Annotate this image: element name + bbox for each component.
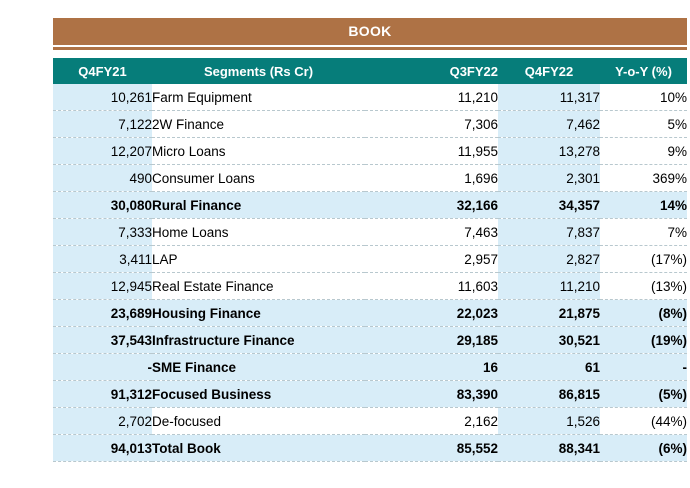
cell-segment: Infrastructure Finance — [152, 326, 365, 354]
cell-yoy: 10% — [600, 84, 687, 111]
cell-q3fy22: 2,162 — [365, 407, 498, 435]
cell-q4fy21: 37,543 — [53, 326, 152, 354]
cell-q3fy22: 85,552 — [365, 434, 498, 462]
col-header-q4fy22: Q4FY22 — [498, 58, 600, 84]
cell-q4fy22: 11,210 — [498, 272, 600, 300]
summary-row: - SME Finance 16 61- — [53, 353, 687, 381]
col-header-q4fy21: Q4FY21 — [53, 58, 152, 84]
cell-q4fy21: 7,122 — [53, 110, 152, 138]
cell-segment: Home Loans — [152, 218, 365, 246]
cell-q4fy21: 12,207 — [53, 137, 152, 165]
cell-q4fy21: - — [53, 353, 152, 381]
cell-segment: Focused Business — [152, 380, 365, 408]
summary-row: 94,013 Total Book 85,552 88,341 (6%) — [53, 434, 687, 462]
cell-q4fy21: 23,689 — [53, 299, 152, 327]
cell-q4fy21: 12,945 — [53, 272, 152, 300]
cell-q4fy21: 10,261 — [53, 84, 152, 111]
book-table: Q4FY21 Segments (Rs Cr) Q3FY22 Q4FY22 Y-… — [53, 58, 687, 462]
cell-q3fy22: 32,166 — [365, 191, 498, 219]
cell-q4fy22: 7,837 — [498, 218, 600, 246]
cell-q3fy22: 11,210 — [365, 84, 498, 111]
cell-segment: De-focused — [152, 407, 365, 435]
cell-q4fy22: 30,521 — [498, 326, 600, 354]
table-body: 10,261 Farm Equipment 11,210 11,317 10% 7,122… — [53, 84, 687, 462]
cell-q3fy22: 83,390 — [365, 380, 498, 408]
col-header-yoy: Y-o-Y (%) — [600, 58, 687, 84]
cell-q4fy22: 88,341 — [498, 434, 600, 462]
cell-q4fy21: 490 — [53, 164, 152, 192]
col-header-segments: Segments (Rs Cr) — [152, 58, 365, 84]
cell-q3fy22: 7,306 — [365, 110, 498, 138]
cell-segment: Total Book — [152, 434, 365, 462]
cell-yoy: 369% — [600, 164, 687, 192]
table-title-banner: BOOK — [53, 18, 687, 45]
cell-yoy: (5%) — [600, 380, 687, 408]
table-row: 7,333 Home Loans 7,463 7,837 7% — [53, 218, 687, 246]
cell-q3fy22: 2,957 — [365, 245, 498, 273]
cell-q3fy22: 22,023 — [365, 299, 498, 327]
cell-q3fy22: 16 — [365, 353, 498, 381]
cell-q3fy22: 7,463 — [365, 218, 498, 246]
cell-segment: Micro Loans — [152, 137, 365, 165]
cell-yoy: 7% — [600, 218, 687, 246]
table-title: BOOK — [348, 23, 392, 39]
cell-yoy: 9% — [600, 137, 687, 165]
cell-yoy: 5% — [600, 110, 687, 138]
cell-q4fy21: 3,411 — [53, 245, 152, 273]
cell-segment: Farm Equipment — [152, 84, 365, 111]
table-row: 12,207 Micro Loans 11,955 13,278 9% — [53, 137, 687, 165]
summary-row: 30,080 Rural Finance 32,166 34,357 14% — [53, 191, 687, 219]
cell-q4fy21: 2,702 — [53, 407, 152, 435]
header-row: Q4FY21 Segments (Rs Cr) Q3FY22 Q4FY22 Y-… — [53, 58, 687, 84]
cell-segment: Consumer Loans — [152, 164, 365, 192]
table-row: 10,261 Farm Equipment 11,210 11,317 10% — [53, 84, 687, 111]
cell-q4fy21: 91,312 — [53, 380, 152, 408]
table-row: 3,411 LAP 2,957 2,827 (17%) — [53, 245, 687, 273]
cell-yoy: 14% — [600, 191, 687, 219]
cell-yoy: (13%) — [600, 272, 687, 300]
summary-row: 91,312 Focused Business 83,390 86,815 (5%) — [53, 380, 687, 408]
cell-yoy: (17%) — [600, 245, 687, 273]
table-row: 7,122 2W Finance 7,306 7,462 5% — [53, 110, 687, 138]
cell-segment: 2W Finance — [152, 110, 365, 138]
cell-q4fy22: 7,462 — [498, 110, 600, 138]
cell-segment: SME Finance — [152, 353, 365, 381]
cell-yoy: (44%) — [600, 407, 687, 435]
cell-segment: Rural Finance — [152, 191, 365, 219]
cell-q4fy22: 61 — [498, 353, 600, 381]
cell-segment: Real Estate Finance — [152, 272, 365, 300]
cell-q4fy22: 2,301 — [498, 164, 600, 192]
cell-segment: LAP — [152, 245, 365, 273]
cell-q4fy22: 21,875 — [498, 299, 600, 327]
cell-q3fy22: 1,696 — [365, 164, 498, 192]
cell-segment: Housing Finance — [152, 299, 365, 327]
cell-yoy: - — [600, 353, 687, 381]
summary-row: 37,543 Infrastructure Finance 29,185 30,521… — [53, 326, 687, 354]
table-row: 2,702 De-focused 2,162 1,526 (44%) — [53, 407, 687, 435]
cell-yoy: (8%) — [600, 299, 687, 327]
cell-q4fy22: 1,526 — [498, 407, 600, 435]
table-row: 490 Consumer Loans 1,696 2,301 369% — [53, 164, 687, 192]
cell-q3fy22: 29,185 — [365, 326, 498, 354]
cell-q3fy22: 11,955 — [365, 137, 498, 165]
table-row: 12,945 Real Estate Finance 11,603 11,210 (13… — [53, 272, 687, 300]
cell-q4fy22: 34,357 — [498, 191, 600, 219]
cell-q4fy22: 13,278 — [498, 137, 600, 165]
cell-q4fy21: 7,333 — [53, 218, 152, 246]
cell-q3fy22: 11,603 — [365, 272, 498, 300]
banner-divider — [53, 47, 687, 50]
cell-q4fy22: 2,827 — [498, 245, 600, 273]
summary-row: 23,689 Housing Finance 22,023 21,875 (8%) — [53, 299, 687, 327]
cell-q4fy21: 94,013 — [53, 434, 152, 462]
slide-table-panel: BOOK Q4FY21 Segments (Rs Cr) Q3FY22 Q4FY… — [53, 18, 687, 462]
cell-q4fy22: 86,815 — [498, 380, 600, 408]
col-header-q3fy22: Q3FY22 — [365, 58, 498, 84]
cell-yoy: (6%) — [600, 434, 687, 462]
cell-yoy: (19%) — [600, 326, 687, 354]
cell-q4fy21: 30,080 — [53, 191, 152, 219]
cell-q4fy22: 11,317 — [498, 84, 600, 111]
